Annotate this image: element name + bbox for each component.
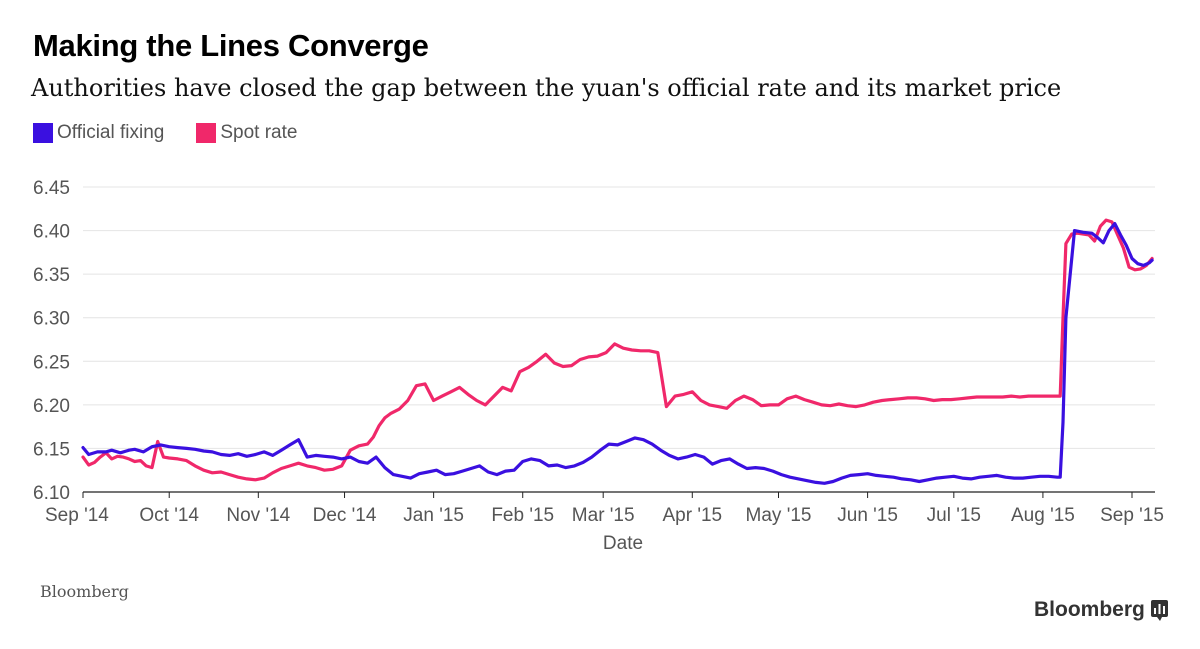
legend-item-official-fixing: Official fixing [33,122,164,144]
chart-title: Making the Lines Converge [33,28,429,63]
x-axis-ticks: Sep '14 Oct '14 Nov '14 Dec '14 Jan '15 Feb '… [45,492,1164,526]
x-tick-label: Mar '15 [572,505,635,526]
x-tick-label: May '15 [746,505,812,526]
x-tick-label: Sep '14 [45,505,109,526]
bloomberg-chart-icon [1150,599,1168,621]
legend: Official fixing Spot rate [33,122,329,144]
x-tick-label: Feb '15 [491,505,554,526]
bloomberg-logo: Bloomberg [1034,598,1168,622]
x-tick-label: Dec '14 [313,505,377,526]
x-tick-label: Jan '15 [403,505,464,526]
legend-item-spot-rate: Spot rate [196,122,297,144]
x-tick-label: Jul '15 [927,505,981,526]
legend-swatch-spot-rate [196,123,217,143]
gridlines [83,186,1155,493]
legend-swatch-official-fixing [33,123,53,143]
y-tick-label: 6.15 [33,439,70,460]
y-tick-label: 6.30 [33,309,70,330]
y-tick-label: 6.25 [33,352,70,373]
legend-label-spot-rate: Spot rate [220,122,298,143]
source-note: Bloomberg [40,582,129,601]
x-tick-label: Apr '15 [662,505,722,526]
x-tick-label: Jun '15 [837,505,898,526]
y-tick-label: 6.10 [33,483,70,504]
series-line-spot-rate [81,218,1154,482]
x-tick-label: Aug '15 [1011,505,1075,526]
y-tick-label: 6.35 [33,265,70,286]
x-tick-label: Nov '14 [226,505,290,526]
series-lines [81,218,1154,485]
x-tick-label: Oct '14 [139,505,199,526]
y-axis-ticks: 6.10 6.15 6.20 6.25 6.30 6.35 6.40 6.45 [33,178,70,504]
y-tick-label: 6.20 [33,396,70,417]
y-tick-label: 6.40 [33,222,70,243]
series-line-official-fixing [81,222,1154,485]
chart-subtitle: Authorities have closed the gap between … [31,74,1062,102]
x-axis-label: Date [603,533,643,554]
legend-label-official-fixing: Official fixing [57,122,165,143]
x-tick-label: Sep '15 [1100,505,1164,526]
y-tick-label: 6.45 [33,178,70,199]
logo-text: Bloomberg [1034,598,1145,621]
